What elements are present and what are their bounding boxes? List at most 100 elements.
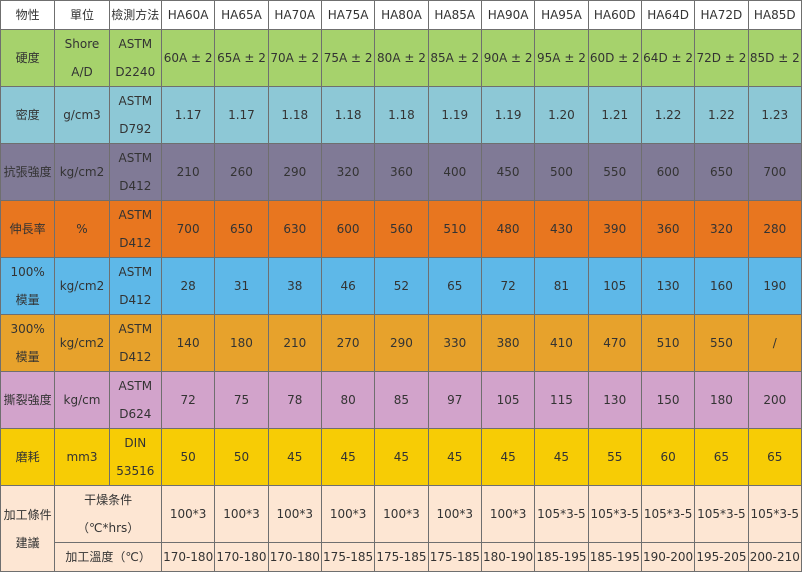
table-row: 300% 模量 kg/cm2 ASTM D412 140 180 210 270 290 330 38… [0, 314, 802, 372]
method-cell: ASTM D624 [108, 371, 162, 429]
value-cell: 31 [214, 257, 269, 315]
cell-line: ASTM [118, 37, 153, 51]
header-row: 物性 單位 檢測方法 HA60A HA65A HA70A HA75A HA80A… [0, 0, 802, 30]
drying-value: 105*3-5 [534, 485, 589, 543]
value-cell: 75A ± 2 [320, 29, 376, 87]
drying-value: 100*3 [160, 485, 216, 543]
value-cell: 81 [534, 257, 589, 315]
cell-line: 抗張強度 [3, 165, 52, 179]
value-cell: 360 [640, 200, 696, 258]
drying-value: 100*3 [427, 485, 482, 543]
property-cell: 100% 模量 [0, 257, 56, 315]
temperature-value: 175-185 [374, 542, 429, 572]
value-cell: 390 [587, 200, 642, 258]
cell-line: （℃*hrs） [77, 521, 140, 535]
value-cell: 50 [214, 428, 269, 486]
value-cell: 510 [640, 314, 696, 372]
cell-line: kg/cm2 [59, 279, 105, 293]
property-cell: 伸長率 [0, 200, 56, 258]
cell-line: DIN [124, 436, 147, 450]
value-cell: 95A ± 2 [534, 29, 589, 87]
header-grade: HA85A [427, 0, 482, 30]
drying-value: 105*3-5 [694, 485, 749, 543]
cell-line: Shore [64, 37, 100, 51]
value-cell: 1.18 [374, 86, 429, 144]
value-cell: 1.21 [587, 86, 642, 144]
header-grade: HA65A [214, 0, 269, 30]
drying-value: 100*3 [267, 485, 322, 543]
value-cell: 260 [214, 143, 269, 201]
header-grade: HA70A [267, 0, 322, 30]
drying-value: 105*3-5 [587, 485, 642, 543]
property-cell: 抗張強度 [0, 143, 56, 201]
temperature-value: 185-195 [587, 542, 642, 572]
table-row: 伸長率% ASTM D412 700 650 630 600 560 510 480 430 390 3… [0, 200, 802, 258]
value-cell: 1.20 [534, 86, 589, 144]
table-row: 100% 模量 kg/cm2 ASTM D412 28 31 38 46 52 65 72 81 105 1… [0, 257, 802, 315]
value-cell: 52 [374, 257, 429, 315]
value-cell: 60A ± 2 [160, 29, 216, 87]
cell-line: 撕裂強度 [3, 393, 52, 407]
cell-line: 硬度 [15, 51, 40, 65]
value-cell: 97 [427, 371, 482, 429]
table-row: 磨耗 mm3 DIN 53516 50 50 45 45 45 45 45 45 55 60 65 65 [0, 428, 802, 486]
method-cell: ASTM D412 [108, 200, 162, 258]
cell-line: % [76, 222, 88, 236]
value-cell: 210 [267, 314, 322, 372]
value-cell: 45 [534, 428, 589, 486]
cell-line: D412 [119, 236, 152, 250]
header-grade: HA75A [320, 0, 376, 30]
value-cell: 85 [374, 371, 429, 429]
value-cell: 700 [747, 143, 802, 201]
drying-value: 105*3-5 [640, 485, 696, 543]
value-cell: 72 [480, 257, 536, 315]
temperature-value: 200-210 [747, 542, 802, 572]
unit-cell: kg/cm2 [54, 143, 110, 201]
value-cell: 60 [640, 428, 696, 486]
value-cell: 200 [747, 371, 802, 429]
value-cell: 480 [480, 200, 536, 258]
method-cell: DIN 53516 [108, 428, 162, 486]
value-cell: 450 [480, 143, 536, 201]
cell-line: kg/cm2 [59, 165, 105, 179]
method-cell: ASTM D792 [108, 86, 162, 144]
cell-line: D792 [119, 122, 152, 136]
header-grade: HA90A [480, 0, 536, 30]
unit-cell: % [54, 200, 110, 258]
temperature-value: 170-180 [214, 542, 269, 572]
cell-line: kg/cm2 [59, 336, 105, 350]
value-cell: 410 [534, 314, 589, 372]
value-cell: 115 [534, 371, 589, 429]
drying-value: 100*3 [480, 485, 536, 543]
value-cell: 1.22 [640, 86, 696, 144]
value-cell: 1.18 [320, 86, 376, 144]
cell-line: 磨耗 [15, 450, 40, 464]
cell-line: D412 [119, 179, 152, 193]
table-row: 抗張強度 kg/cm2 ASTM D412 210 260 290 320 360 400 450 5… [0, 143, 802, 201]
cell-line: g/cm3 [63, 108, 101, 122]
value-cell: 70A ± 2 [267, 29, 322, 87]
value-cell: 28 [160, 257, 216, 315]
value-cell: 55 [587, 428, 642, 486]
header-grade: HA85D [747, 0, 802, 30]
value-cell: 560 [374, 200, 429, 258]
value-cell: 38 [267, 257, 322, 315]
cell-line: D412 [119, 293, 152, 307]
value-cell: 105 [480, 371, 536, 429]
table-row: 硬度 Shore A/D ASTM D2240 60A ± 2 65A ± 2 70A ± 2… [0, 29, 802, 87]
header-method: 檢測方法 [108, 0, 162, 30]
cell-line: D412 [119, 350, 152, 364]
cell-line: 干燥条件 [84, 493, 133, 507]
value-cell: 470 [587, 314, 642, 372]
value-cell: 380 [480, 314, 536, 372]
value-cell: 46 [320, 257, 376, 315]
table-row: 加工溫度（℃） 170-180 170-180 170-180 175-185 175-1… [1, 542, 802, 572]
property-cell: 硬度 [0, 29, 56, 87]
value-cell: 64D ± 2 [640, 29, 696, 87]
value-cell: 80 [320, 371, 376, 429]
value-cell: 45 [427, 428, 482, 486]
drying-value: 100*3 [374, 485, 429, 543]
value-cell: 65 [694, 428, 749, 486]
cell-line: D2240 [115, 65, 156, 79]
header-grade: HA72D [694, 0, 749, 30]
